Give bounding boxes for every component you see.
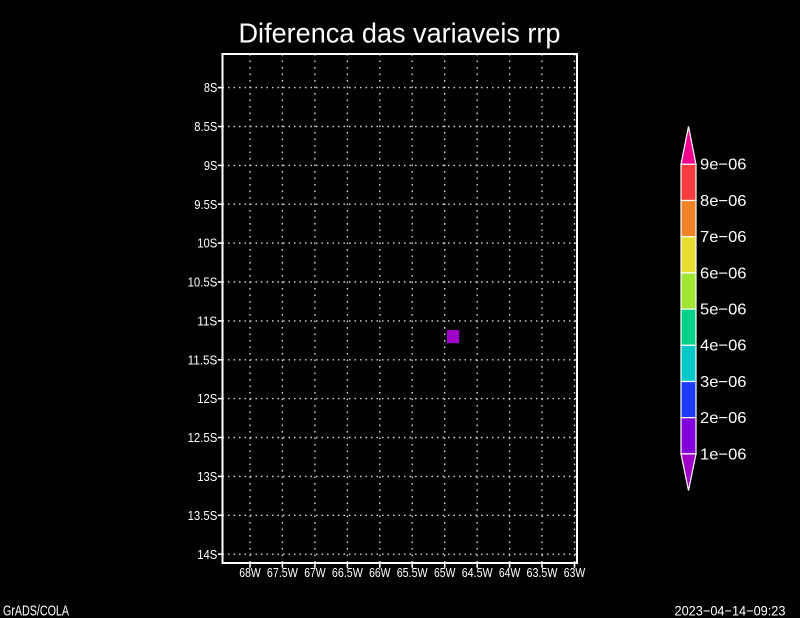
svg-text:66.5W: 66.5W <box>332 565 364 580</box>
svg-text:67W: 67W <box>304 565 326 580</box>
svg-text:67.5W: 67.5W <box>267 565 299 580</box>
svg-text:11S: 11S <box>197 314 217 329</box>
svg-text:GrADS/COLA: GrADS/COLA <box>3 604 69 618</box>
svg-text:8e−06: 8e−06 <box>700 193 747 210</box>
svg-text:8S: 8S <box>204 80 218 95</box>
svg-text:8.5S: 8.5S <box>194 119 217 134</box>
svg-text:4e−06: 4e−06 <box>700 338 747 355</box>
svg-text:5e−06: 5e−06 <box>700 302 747 319</box>
svg-text:3e−06: 3e−06 <box>700 374 747 391</box>
svg-text:6e−06: 6e−06 <box>700 265 747 282</box>
svg-text:12S: 12S <box>197 391 217 406</box>
svg-text:13S: 13S <box>197 469 217 484</box>
svg-text:2023−04−14−09:23: 2023−04−14−09:23 <box>675 603 786 618</box>
svg-text:63W: 63W <box>564 565 586 580</box>
svg-text:11.5S: 11.5S <box>188 352 218 367</box>
svg-text:9S: 9S <box>204 158 218 173</box>
svg-text:10S: 10S <box>197 236 217 251</box>
svg-text:12.5S: 12.5S <box>188 430 218 445</box>
svg-text:10.5S: 10.5S <box>188 275 218 290</box>
svg-text:13.5S: 13.5S <box>188 508 218 523</box>
svg-text:68W: 68W <box>239 565 261 580</box>
svg-text:14S: 14S <box>197 547 217 562</box>
svg-text:7e−06: 7e−06 <box>700 229 747 246</box>
svg-text:1e−06: 1e−06 <box>700 446 747 463</box>
svg-text:Diferenca das variaveis rrp: Diferenca das variaveis rrp <box>239 18 561 49</box>
svg-text:64W: 64W <box>499 565 521 580</box>
svg-text:2e−06: 2e−06 <box>700 410 747 427</box>
svg-text:65.5W: 65.5W <box>397 565 429 580</box>
svg-text:63.5W: 63.5W <box>527 565 559 580</box>
svg-text:64.5W: 64.5W <box>462 565 494 580</box>
svg-text:9e−06: 9e−06 <box>700 157 747 174</box>
svg-text:65W: 65W <box>434 565 456 580</box>
svg-text:66W: 66W <box>369 565 391 580</box>
svg-text:9.5S: 9.5S <box>194 197 217 212</box>
